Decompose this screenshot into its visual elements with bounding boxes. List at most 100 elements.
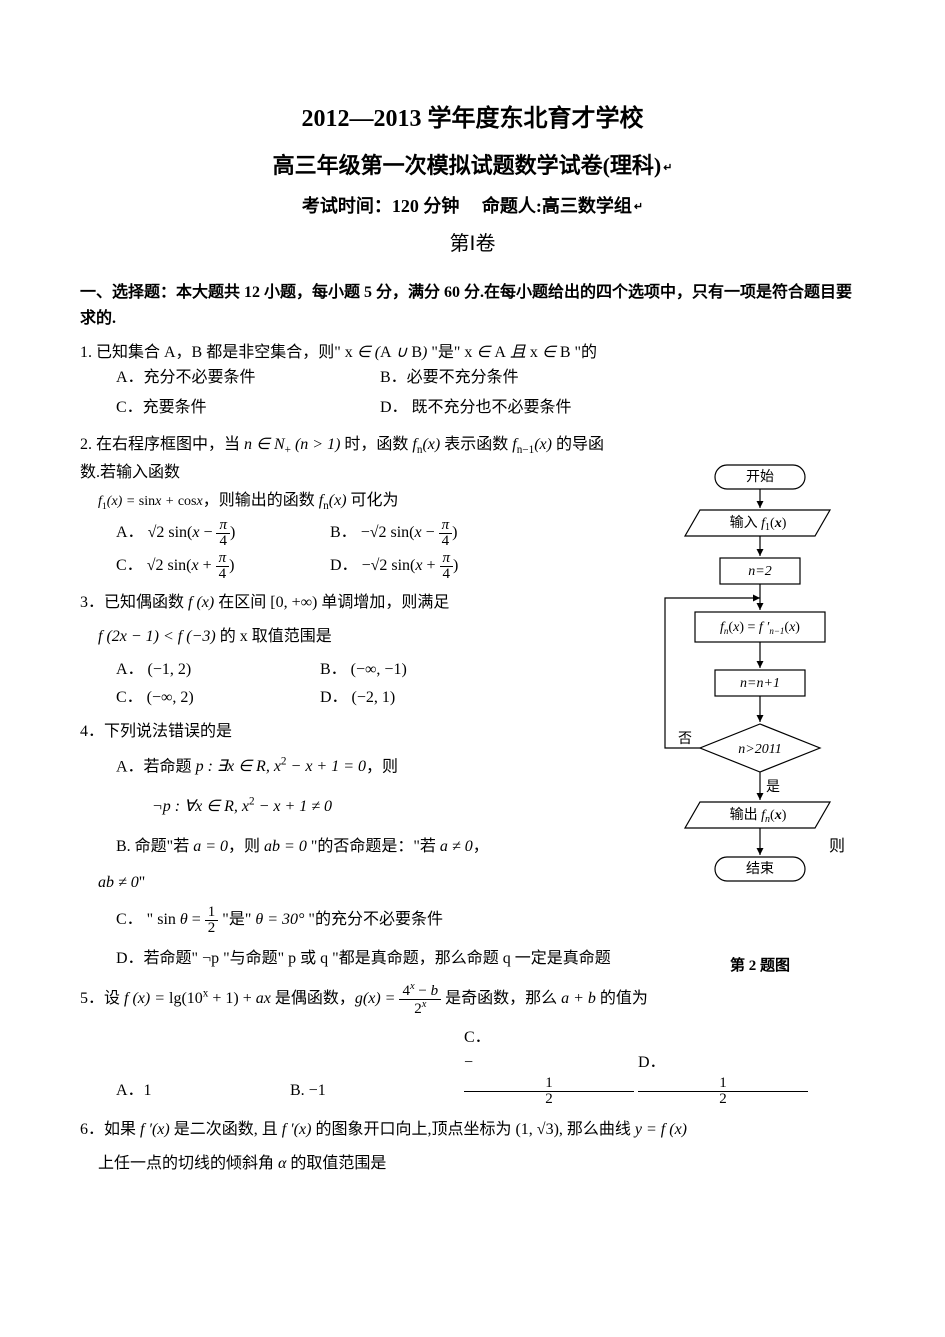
title-text-1: 2012—2013 学年度东北育才学校 xyxy=(302,106,644,132)
q5-optD-label: D． xyxy=(638,1050,808,1076)
q2-optC-label: C． xyxy=(116,557,143,574)
exam-author: 命题人:高三数学组 xyxy=(482,196,632,216)
q3-cond-tail: 的 x 取值范围是 xyxy=(216,628,332,645)
q2-f1: f1(x) = sinx + cosx xyxy=(98,494,203,509)
title-line-3: 考试时间：120 分钟 命题人:高三数学组↵ xyxy=(80,192,865,221)
q1-optB: B．必要不充分条件 xyxy=(380,365,640,391)
q5-stem-d: 的值为 xyxy=(596,990,648,1007)
title-line-2: 高三年级第一次模拟试题数学试卷(理科)↵ xyxy=(80,148,865,183)
q6-stem-f: 的取值范围是 xyxy=(286,1155,386,1172)
section-1-head: 一、选择题：本大题共 12 小题，每小题 5 分，满分 60 分.在每小题给出的… xyxy=(80,280,865,331)
question-4: 4．下列说法错误的是 A．若命题 p : ∃x ∈ R, x2 − x + 1 … xyxy=(80,719,865,972)
q4-ab0: ab = 0 xyxy=(264,838,307,855)
q6-fpx2: f ′(x) xyxy=(282,1121,312,1138)
q5-optC: C． − 12 xyxy=(464,1025,634,1107)
q4-stem: 4．下列说法错误的是 xyxy=(80,719,865,745)
q4-optB-e: 则 xyxy=(829,834,845,860)
q5-ab: a + b xyxy=(561,990,596,1007)
q2-stem1a: 2. 在右程序框图中，当 xyxy=(80,436,244,453)
q4-optC-a: C． " xyxy=(116,911,157,928)
q4-abn0: ab ≠ 0 xyxy=(98,874,139,891)
q2-optB: B． −√2 sin(x − π4) xyxy=(330,524,457,541)
q4-optD: D．若命题" ¬p "与命题" p 或 q "都是真命题，那么命题 q 一定是真… xyxy=(80,946,865,972)
q6-vertex: (1, √3) xyxy=(515,1121,558,1138)
q5-stem-a: 5．设 xyxy=(80,990,124,1007)
q1-expr1: x ∈ (A ∪ B) xyxy=(345,344,428,361)
q1-optA: A．充分不必要条件 xyxy=(116,365,376,391)
q3-stem-a: 3．已知偶函数 xyxy=(80,594,188,611)
q2-fn2: fn(x) xyxy=(319,492,347,509)
q6-stem-c: 的图象开口向上,顶点坐标为 xyxy=(311,1121,515,1138)
q1-optC: C．充要条件 xyxy=(116,395,376,421)
q3-cond: f (2x − 1) < f (−3) xyxy=(98,628,216,645)
q2-optA: A． √2 sin(x − π4) xyxy=(116,518,326,549)
q5-optC-label: C． xyxy=(464,1025,634,1051)
q5-optA: A．1 xyxy=(116,1078,286,1104)
title-block: 2012—2013 学年度东北育才学校 高三年级第一次模拟试题数学试卷(理科)↵… xyxy=(80,100,865,260)
q6-stem-d: , 那么曲线 xyxy=(559,1121,635,1138)
title-line-1: 2012—2013 学年度东北育才学校 xyxy=(80,100,865,138)
q4-optA-p: p : ∃x ∈ R, x2 − x + 1 = 0 xyxy=(196,758,366,775)
q4-a0: a = 0 xyxy=(193,838,228,855)
q2-ncond: n ∈ N+ (n > 1) xyxy=(244,436,340,453)
q4-sin: sin θ = xyxy=(157,911,205,928)
q4-optB-c: "的否命题是："若 xyxy=(307,838,440,855)
title-text-2: 高三年级第一次模拟试题数学试卷(理科) xyxy=(273,153,662,178)
paragraph-mark-icon: ↵ xyxy=(663,162,672,174)
content-wrapper: 开始 输入 f1(x) n=2 fn(x) = f ′n−1(x) n=n+1 … xyxy=(80,340,865,1177)
q3-interval: [0, +∞) xyxy=(270,594,317,611)
q1-optD: D． 既不充分也不必要条件 xyxy=(380,395,640,421)
q2-optA-label: A． xyxy=(116,524,144,541)
q3-optB: B． (−∞, −1) xyxy=(320,661,407,678)
exam-time: 考试时间：120 分钟 xyxy=(302,196,460,216)
q4-optA-neg: ¬p : ∀x ∈ R, x2 − x + 1 ≠ 0 xyxy=(152,798,332,815)
q2-stem2c: 可化为 xyxy=(347,492,399,509)
question-5: 5．设 f (x) = lg(10x + 1) + ax 是偶函数，g(x) =… xyxy=(80,982,865,1107)
q3-fx: f (x) xyxy=(188,594,214,611)
q2-stem1c: 表示函数 xyxy=(440,436,512,453)
q3-optA: A． (−1, 2) xyxy=(116,657,316,683)
q3-optD: D． (−2, 1) xyxy=(320,689,395,706)
q2-fn: fn(x) xyxy=(412,436,440,453)
q2-optD: D． −√2 sin(x + π4) xyxy=(330,557,458,574)
q2-stem2b: ，则输出的函数 xyxy=(203,492,319,509)
question-6: 6．如果 f ′(x) 是二次函数, 且 f ′(x) 的图象开口向上,顶点坐标… xyxy=(80,1117,865,1176)
q6-stem-a: 6．如果 xyxy=(80,1121,140,1138)
q1-stem-pre: 1. 已知集合 A，B 都是非空集合，则" xyxy=(80,344,345,361)
q4-an0: a ≠ 0 xyxy=(440,838,473,855)
q3-stem-b: 在区间 xyxy=(214,594,270,611)
q3-stem-c: 单调增加，则满足 xyxy=(317,594,449,611)
q5-optB: B. −1 xyxy=(290,1078,460,1104)
q6-yfx: y = f (x) xyxy=(635,1121,687,1138)
paragraph-mark-icon: ↵ xyxy=(634,201,643,213)
q4-optB-d: ， xyxy=(473,838,489,855)
q6-stem-e: 上任一点的切线的倾斜角 xyxy=(98,1155,278,1172)
q4-optC-c: "的充分不必要条件 xyxy=(304,911,443,928)
q1-stem-mid: "是" xyxy=(427,344,464,361)
q4-optB-b: ，则 xyxy=(228,838,264,855)
q1-expr2: x ∈ A 且 x ∈ B xyxy=(464,344,570,361)
q6-stem-b: 是二次函数, 且 xyxy=(170,1121,282,1138)
q5-gx: g(x) = xyxy=(355,990,400,1007)
q5-optD: D． 12 xyxy=(638,1050,808,1107)
question-2: 2. 在右程序框图中，当 n ∈ N+ (n > 1) 时，函数 fn(x) 表… xyxy=(80,432,865,582)
question-1: 1. 已知集合 A，B 都是非空集合，则" x ∈ (A ∪ B) "是" x … xyxy=(80,340,865,425)
q2-optC: C． √2 sin(x + π4) xyxy=(116,551,326,582)
q4-quote-end: " xyxy=(139,874,146,891)
q4-optC-b: "是" xyxy=(218,911,255,928)
q1-stem-post: "的 xyxy=(571,344,598,361)
q4-optA-a: A．若命题 xyxy=(116,758,196,775)
question-3: 3．已知偶函数 f (x) 在区间 [0, +∞) 单调增加，则满足 f (2x… xyxy=(80,590,865,710)
q2-optB-label: B． xyxy=(330,524,357,541)
q2-stem1b: 时，函数 xyxy=(340,436,412,453)
q4-optB-a: B. 命题"若 xyxy=(116,838,193,855)
q5-fx: f (x) = lg(10x + 1) + ax xyxy=(124,990,271,1007)
q2-optD-label: D． xyxy=(330,557,358,574)
q4-optA-b: ，则 xyxy=(366,758,398,775)
q5-stem-c: 是奇函数，那么 xyxy=(441,990,561,1007)
q3-optC: C． (−∞, 2) xyxy=(116,685,316,711)
volume-label: 第Ⅰ卷 xyxy=(80,228,865,260)
q4-theta: θ = 30° xyxy=(255,911,304,928)
q5-stem-b: 是偶函数， xyxy=(271,990,355,1007)
q2-fn1: fn−1(x) xyxy=(512,436,552,453)
